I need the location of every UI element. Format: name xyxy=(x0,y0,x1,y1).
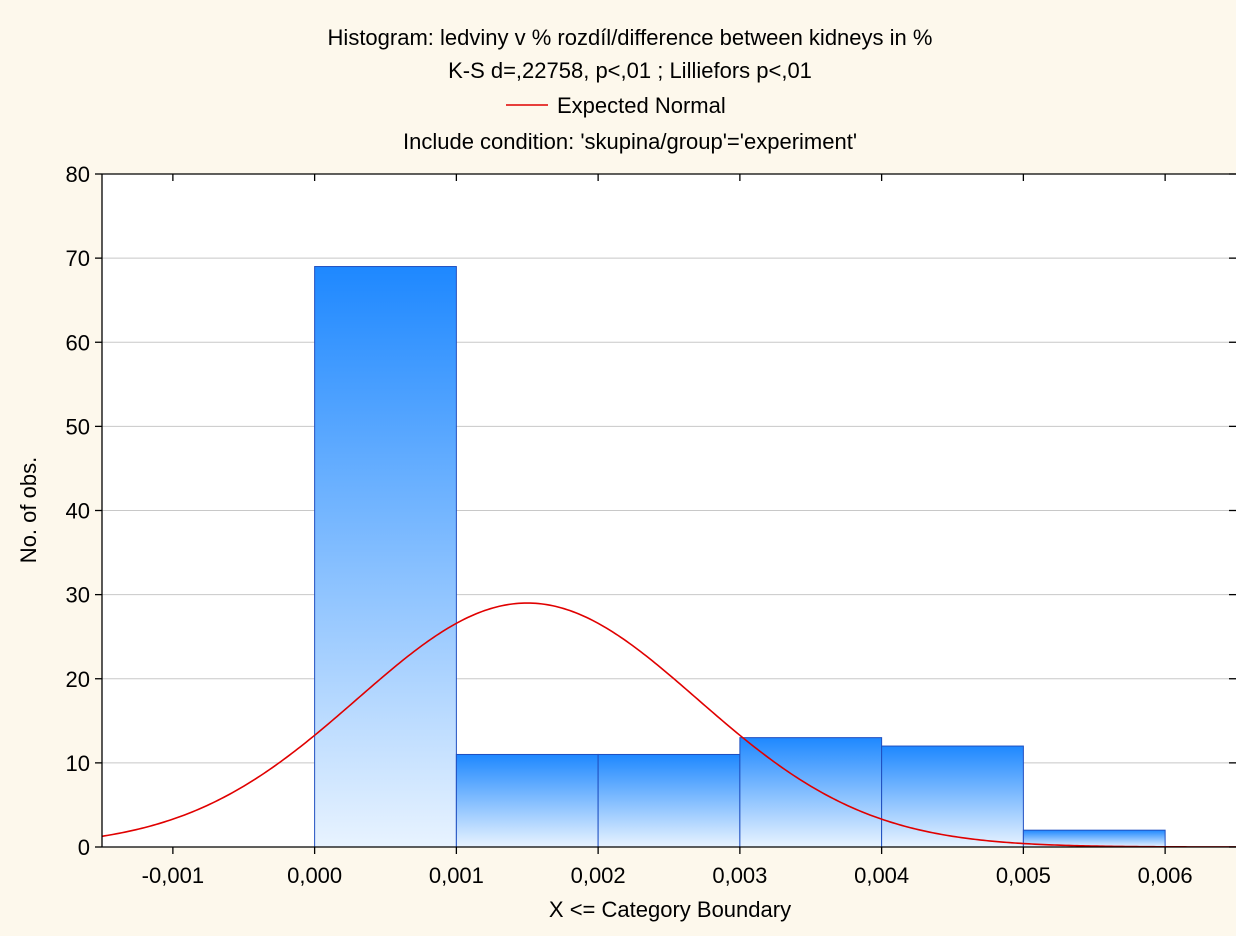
y-tick-label-5: 50 xyxy=(66,414,90,439)
histogram-bars xyxy=(314,266,1166,848)
histogram-bar-4 xyxy=(881,745,1024,848)
normal-curve-layer xyxy=(102,602,1236,847)
histogram-bar-2 xyxy=(597,753,741,848)
histogram-bar-1 xyxy=(455,753,599,848)
y-tick-label-2: 20 xyxy=(66,667,90,692)
x-axis-ticks: -0,001 0,000 0,001 0,002 0,003 0,004 0,005 0,00… xyxy=(142,174,1193,888)
y-axis-label: No. of obs. xyxy=(16,457,41,563)
y-tick-label-8: 80 xyxy=(66,162,90,187)
x-tick-label-7: 0,006 xyxy=(1138,863,1193,888)
chart-title-line-1: Histogram: ledviny v % rozdíl/difference… xyxy=(328,25,933,50)
x-tick-label-6: 0,005 xyxy=(996,863,1051,888)
x-tick-label-2: 0,001 xyxy=(429,863,484,888)
expected-normal-curve xyxy=(102,602,1236,847)
y-tick-label-4: 40 xyxy=(66,499,90,524)
y-tick-label-3: 30 xyxy=(66,583,90,608)
y-tick-label-6: 60 xyxy=(66,330,90,355)
y-axis-ticks: 0 10 20 30 40 50 60 70 80 xyxy=(66,162,1236,860)
x-tick-label-1: 0,000 xyxy=(287,863,342,888)
x-tick-label-5: 0,004 xyxy=(854,863,909,888)
x-tick-label-0: -0,001 xyxy=(142,863,204,888)
y-tick-label-0: 0 xyxy=(78,835,90,860)
y-tick-label-7: 70 xyxy=(66,246,90,271)
include-condition: Include condition: 'skupina/group'='expe… xyxy=(403,129,857,154)
chart-title-line-2: K-S d=,22758, p<,01 ; Lilliefors p<,01 xyxy=(448,58,812,83)
legend: Expected Normal xyxy=(506,93,726,118)
x-tick-label-3: 0,002 xyxy=(571,863,626,888)
x-tick-label-4: 0,003 xyxy=(712,863,767,888)
histogram-bar-0 xyxy=(314,266,457,848)
histogram-bar-3 xyxy=(739,737,883,848)
x-axis-label: X <= Category Boundary xyxy=(549,897,791,922)
legend-label: Expected Normal xyxy=(557,93,726,118)
y-tick-label-1: 10 xyxy=(66,751,90,776)
